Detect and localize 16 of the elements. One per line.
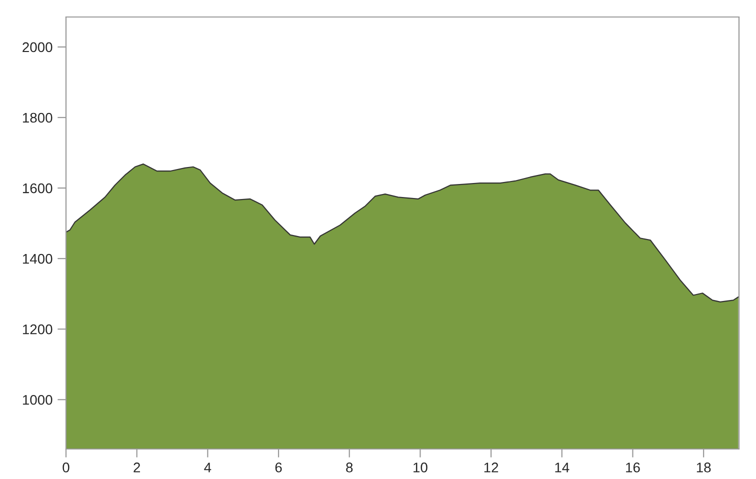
y-tick-label: 1200 bbox=[22, 324, 52, 334]
x-tick-label: 12 bbox=[484, 462, 498, 472]
x-tick-label: 10 bbox=[414, 462, 428, 472]
x-tick-label: 2 bbox=[134, 462, 140, 472]
x-tick-label: 6 bbox=[275, 462, 282, 472]
x-tick-label: 16 bbox=[626, 462, 640, 472]
x-tick-label: 18 bbox=[696, 462, 711, 472]
x-tick-label: 8 bbox=[346, 462, 353, 472]
y-tick-label: 1600 bbox=[22, 183, 52, 194]
y-tick-label: 2000 bbox=[22, 42, 52, 52]
y-tick-label: 1000 bbox=[22, 394, 52, 405]
x-tick-label: 4 bbox=[204, 462, 212, 472]
x-tick-label: 0 bbox=[62, 462, 70, 472]
y-tick-label: 1800 bbox=[22, 112, 52, 123]
y-tick-label: 1400 bbox=[22, 254, 52, 264]
x-tick-label: 14 bbox=[555, 462, 570, 472]
